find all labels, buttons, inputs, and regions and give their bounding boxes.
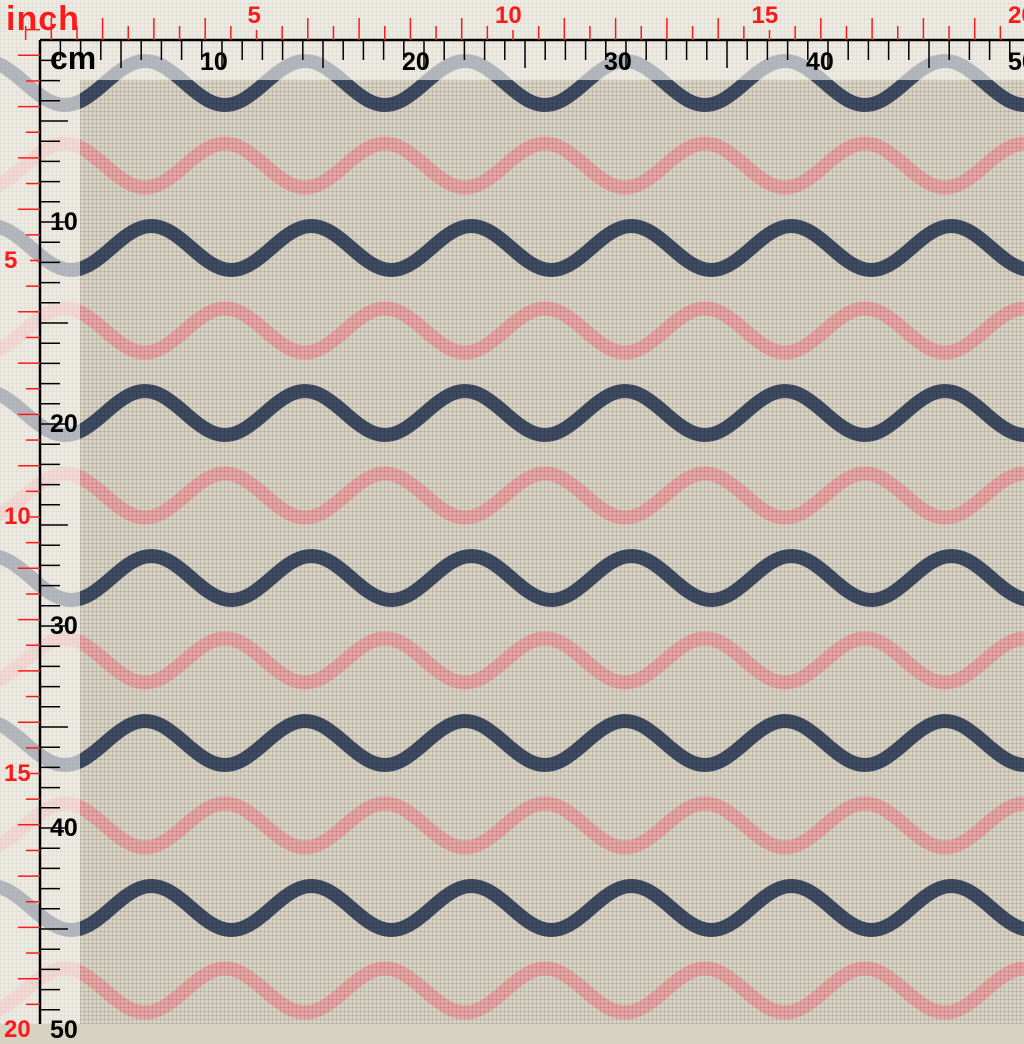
inch-top-label: 5: [247, 2, 261, 29]
pink-wave-stripe: [0, 136, 1024, 195]
cm-top-label: 20: [402, 48, 430, 76]
navy-wave-stripe: [0, 218, 1024, 278]
cm-left-label: 10: [50, 208, 78, 236]
cm-left-label: 40: [50, 814, 78, 842]
cm-top-label: 50: [1008, 48, 1024, 76]
cm-left-label: 20: [50, 410, 78, 438]
navy-wave-stripe: [0, 878, 1024, 938]
inch-ruler-label: inch: [6, 0, 80, 38]
cm-top-label: 40: [806, 48, 834, 76]
navy-wave-stripe: [0, 548, 1024, 608]
cm-left-label: 50: [50, 1016, 78, 1044]
inch-top-label: 10: [495, 2, 522, 29]
inch-left-label: 20: [4, 1016, 31, 1043]
pink-wave-stripe: [0, 796, 1024, 855]
cm-top-label: 30: [604, 48, 632, 76]
inch-top-label: 15: [751, 2, 779, 29]
cm-ruler-label: cm: [50, 40, 97, 76]
inch-left-label: 10: [4, 503, 31, 530]
cm-top-label: 10: [200, 48, 228, 76]
inch-left-label: 5: [4, 246, 18, 274]
cm-left-label: 30: [50, 612, 78, 640]
pink-wave-stripe: [0, 466, 1024, 525]
inch-top-label: 20: [1008, 2, 1024, 29]
pink-wave-stripe: [0, 961, 1024, 1020]
navy-wave-stripe: [0, 713, 1024, 773]
pink-wave-stripe: [0, 631, 1024, 690]
pink-wave-stripe: [0, 301, 1024, 360]
navy-wave-stripe: [0, 383, 1024, 443]
inch-left-label: 15: [4, 759, 31, 787]
